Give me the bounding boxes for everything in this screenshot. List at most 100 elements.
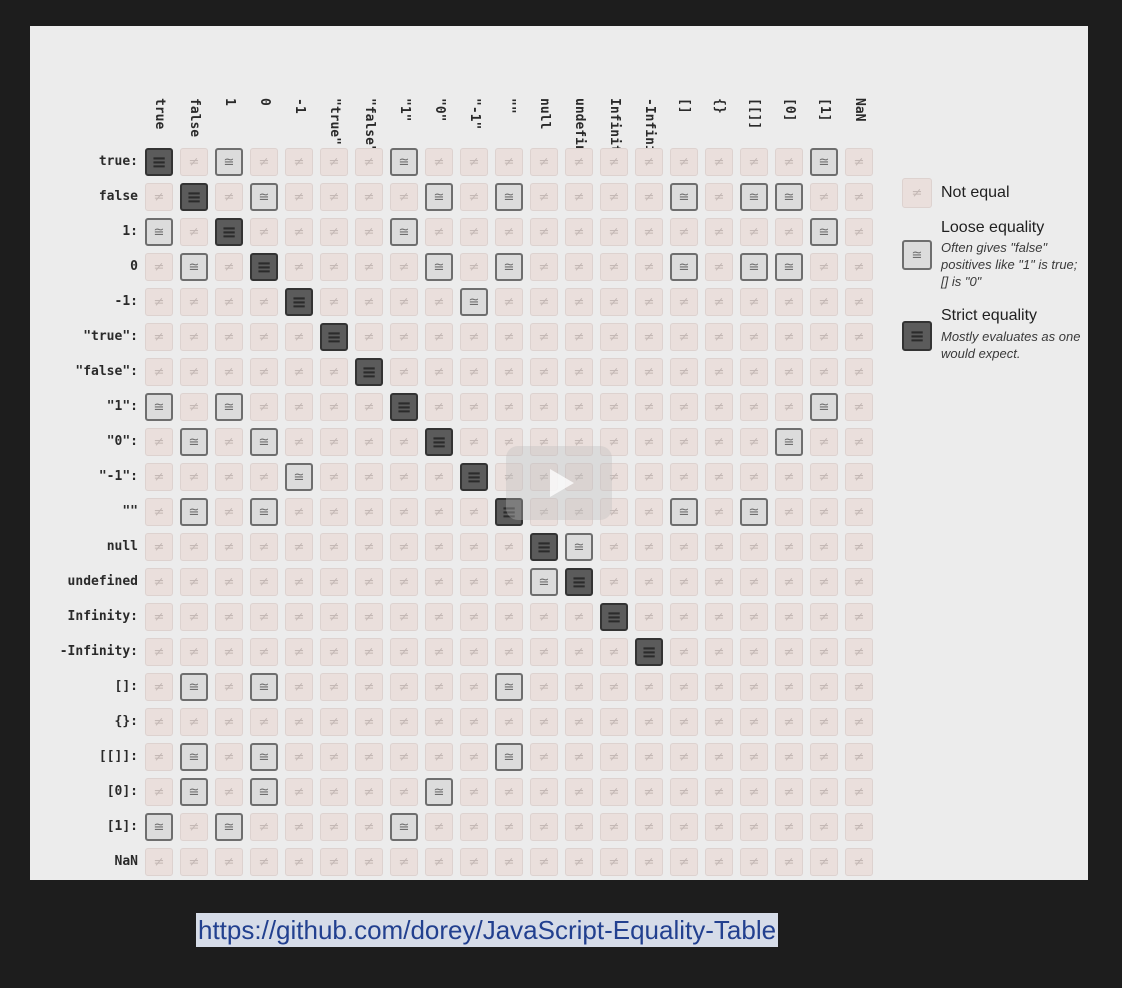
cell-not-equal: ≠: [740, 813, 768, 841]
row-header: "true":: [83, 329, 138, 344]
cell-not-equal: ≠: [705, 673, 733, 701]
cell-not-equal: ≠: [775, 568, 803, 596]
cell-not-equal: ≠: [215, 463, 243, 491]
cell-not-equal: ≠: [425, 673, 453, 701]
cell-not-equal: ≠: [425, 463, 453, 491]
cell-not-equal: ≠: [320, 708, 348, 736]
cell-not-equal: ≠: [215, 288, 243, 316]
cell-loose-equal: ≅: [460, 288, 488, 316]
cell-not-equal: ≠: [285, 498, 313, 526]
cell-not-equal: ≠: [670, 638, 698, 666]
cell-loose-equal: ≅: [250, 183, 278, 211]
cell-not-equal: ≠: [460, 358, 488, 386]
cell-not-equal: ≠: [635, 533, 663, 561]
cell-not-equal: ≠: [145, 358, 173, 386]
cell-not-equal: ≠: [600, 358, 628, 386]
cell-not-equal: ≠: [775, 708, 803, 736]
cell-not-equal: ≠: [250, 848, 278, 876]
cell-not-equal: ≠: [565, 778, 593, 806]
cell-not-equal: ≠: [600, 533, 628, 561]
cell-not-equal: ≠: [250, 218, 278, 246]
cell-not-equal: ≠: [670, 848, 698, 876]
cell-not-equal: ≠: [740, 218, 768, 246]
cell-not-equal: ≠: [215, 183, 243, 211]
column-header: null: [537, 98, 552, 130]
row-header: 0: [130, 259, 138, 274]
cell-not-equal: ≠: [145, 778, 173, 806]
column-header: [1]: [817, 98, 832, 122]
row-header: "-1":: [98, 469, 138, 484]
cell-not-equal: ≠: [810, 288, 838, 316]
cell-not-equal: ≠: [845, 708, 873, 736]
cell-not-equal: ≠: [775, 463, 803, 491]
column-header: [[]]: [747, 98, 762, 130]
row-header: []:: [114, 679, 138, 694]
cell-not-equal: ≠: [740, 638, 768, 666]
cell-not-equal: ≠: [670, 218, 698, 246]
cell-not-equal: ≠: [355, 463, 383, 491]
cell-loose-equal: ≅: [215, 393, 243, 421]
cell-loose-equal: ≅: [145, 218, 173, 246]
cell-not-equal: ≠: [845, 498, 873, 526]
cell-not-equal: ≠: [705, 323, 733, 351]
cell-not-equal: ≠: [250, 393, 278, 421]
cell-loose-equal: ≅: [250, 498, 278, 526]
cell-not-equal: ≠: [285, 358, 313, 386]
cell-strict-equal: ≡: [250, 253, 278, 281]
cell-not-equal: ≠: [460, 638, 488, 666]
cell-not-equal: ≠: [250, 288, 278, 316]
legend-loose-title: Loose equality: [941, 219, 1045, 236]
cell-not-equal: ≠: [285, 638, 313, 666]
cell-not-equal: ≠: [705, 218, 733, 246]
cell-not-equal: ≠: [320, 568, 348, 596]
cell-loose-equal: ≅: [810, 218, 838, 246]
cell-not-equal: ≠: [285, 428, 313, 456]
cell-not-equal: ≠: [565, 603, 593, 631]
cell-not-equal: ≠: [355, 183, 383, 211]
cell-not-equal: ≠: [775, 148, 803, 176]
cell-not-equal: ≠: [845, 288, 873, 316]
cell-loose-equal: ≅: [180, 428, 208, 456]
cell-not-equal: ≠: [355, 428, 383, 456]
cell-not-equal: ≠: [565, 428, 593, 456]
row-header: "0":: [106, 434, 138, 449]
cell-not-equal: ≠: [285, 148, 313, 176]
column-header: "false": [362, 98, 377, 153]
cell-not-equal: ≠: [495, 778, 523, 806]
cell-not-equal: ≠: [320, 673, 348, 701]
cell-not-equal: ≠: [565, 253, 593, 281]
cell-not-equal: ≠: [775, 778, 803, 806]
cell-not-equal: ≠: [180, 148, 208, 176]
cell-not-equal: ≠: [145, 743, 173, 771]
cell-not-equal: ≠: [180, 603, 208, 631]
cell-not-equal: ≠: [845, 638, 873, 666]
cell-not-equal: ≠: [495, 218, 523, 246]
column-header: 1: [222, 98, 237, 106]
cell-not-equal: ≠: [495, 603, 523, 631]
video-play-button[interactable]: [506, 446, 612, 520]
cell-not-equal: ≠: [810, 498, 838, 526]
cell-not-equal: ≠: [740, 848, 768, 876]
cell-not-equal: ≠: [320, 393, 348, 421]
column-header: false: [187, 98, 202, 138]
cell-not-equal: ≠: [390, 463, 418, 491]
cell-not-equal: ≠: [775, 323, 803, 351]
cell-not-equal: ≠: [495, 148, 523, 176]
cell-not-equal: ≠: [495, 813, 523, 841]
cell-not-equal: ≠: [320, 638, 348, 666]
cell-loose-equal: ≅: [495, 673, 523, 701]
cell-not-equal: ≠: [600, 218, 628, 246]
github-url-link[interactable]: https://github.com/dorey/JavaScript-Equa…: [196, 913, 779, 947]
cell-not-equal: ≠: [810, 848, 838, 876]
cell-not-equal: ≠: [845, 393, 873, 421]
row-header: null: [106, 539, 138, 554]
cell-not-equal: ≠: [810, 568, 838, 596]
cell-not-equal: ≠: [425, 148, 453, 176]
cell-not-equal: ≠: [145, 323, 173, 351]
cell-not-equal: ≠: [390, 288, 418, 316]
column-header: -1: [292, 98, 307, 114]
cell-not-equal: ≠: [740, 288, 768, 316]
cell-not-equal: ≠: [565, 148, 593, 176]
cell-not-equal: ≠: [320, 218, 348, 246]
cell-not-equal: ≠: [705, 183, 733, 211]
